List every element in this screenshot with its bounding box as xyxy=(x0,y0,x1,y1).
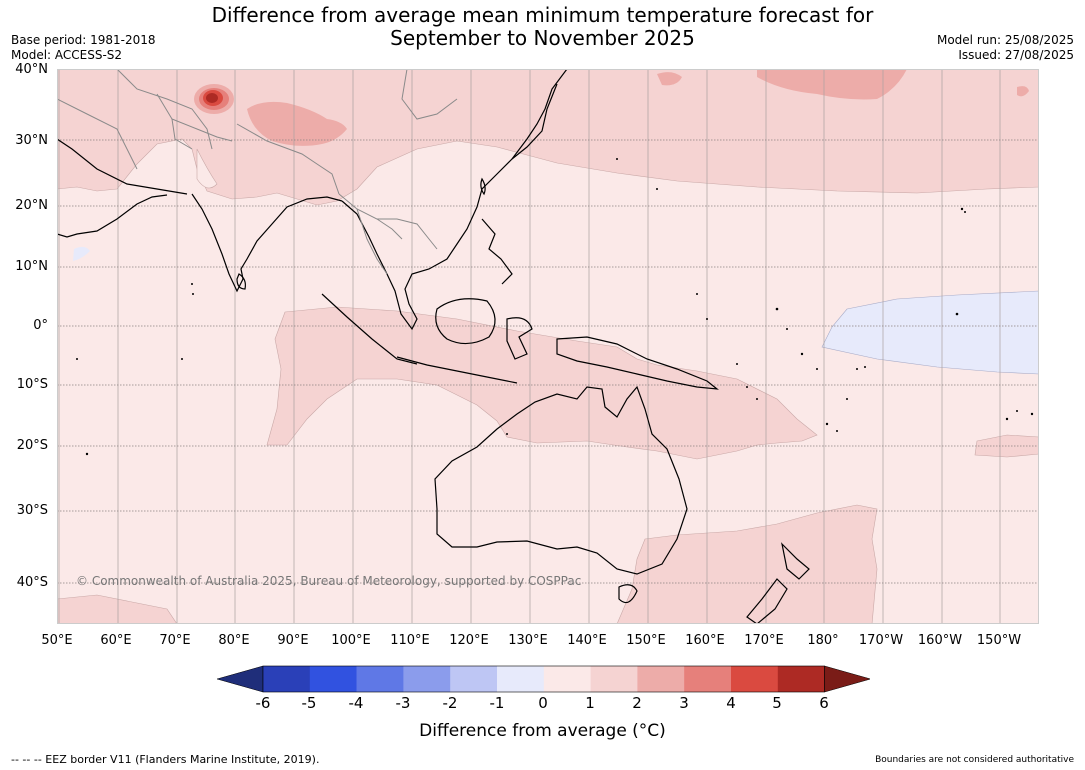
anomaly-small-cool-patch xyxy=(73,246,90,261)
lon-label-100e: 100°E xyxy=(331,633,371,648)
forecast-map xyxy=(57,69,1039,624)
colorbar-cells xyxy=(216,665,870,693)
lon-label-130e: 130°E xyxy=(508,633,548,648)
colorbar-extend-low xyxy=(216,665,264,693)
colorbar-tick: -1 xyxy=(489,694,505,712)
colorbar-cell xyxy=(731,666,779,692)
lat-label-30s: 30°S xyxy=(16,503,48,518)
anomaly-1-2-regions xyxy=(57,69,1039,624)
colorbar-extend-high xyxy=(824,665,870,693)
colorbar-outline xyxy=(262,665,825,693)
gridlines xyxy=(57,69,1039,624)
colorbar-tick: -5 xyxy=(301,694,317,712)
lon-label-180: 180° xyxy=(807,633,839,648)
colorbar-cell xyxy=(543,666,591,692)
colorbar-tick: 2 xyxy=(632,694,642,712)
lon-label-70e: 70°E xyxy=(159,633,191,648)
boundaries-disclaimer: Boundaries are not considered authoritat… xyxy=(875,755,1074,765)
title-line-2: September to November 2025 xyxy=(390,26,695,50)
pacific-islands xyxy=(76,158,1034,456)
lon-label-120e: 120°E xyxy=(449,633,489,648)
colorbar-cell xyxy=(777,666,825,692)
colorbar-tick: 3 xyxy=(679,694,689,712)
meta-right: Model run: 25/08/2025 Issued: 27/08/2025 xyxy=(937,33,1074,63)
lat-label-40s: 40°S xyxy=(16,575,48,590)
lon-label-170w: 170°W xyxy=(858,633,904,648)
colorbar-cell xyxy=(263,666,311,692)
lon-label-50e: 50°E xyxy=(41,633,73,648)
model-run: Model run: 25/08/2025 xyxy=(936,33,1074,47)
colorbar-tick: 5 xyxy=(772,694,782,712)
lon-label-170e: 170°E xyxy=(744,633,784,648)
colorbar-tick: -4 xyxy=(348,694,364,712)
anomaly-2-3-regions xyxy=(247,69,1029,146)
lon-label-60e: 60°E xyxy=(100,633,132,648)
colorbar-cell xyxy=(637,666,685,692)
meta-left: Base period: 1981-2018 Model: ACCESS-S2 xyxy=(11,33,156,63)
colorbar-cell xyxy=(356,666,404,692)
colorbar-cell xyxy=(309,666,357,692)
colorbar xyxy=(216,665,870,693)
colorbar-cell xyxy=(684,666,732,692)
colorbar-tick: -2 xyxy=(442,694,458,712)
issued-date: Issued: 27/08/2025 xyxy=(958,48,1074,62)
map-frame xyxy=(57,69,1039,624)
lon-label-150w: 150°W xyxy=(976,633,1022,648)
lat-label-20s: 20°S xyxy=(16,438,48,453)
colorbar-tick: 1 xyxy=(585,694,595,712)
lon-label-160e: 160°E xyxy=(685,633,725,648)
colorbar-tick: -3 xyxy=(395,694,411,712)
lat-label-10s: 10°S xyxy=(16,377,48,392)
lon-label-140e: 140°E xyxy=(567,633,607,648)
copyright-notice: © Commonwealth of Australia 2025, Bureau… xyxy=(76,574,582,588)
base-period: Base period: 1981-2018 xyxy=(11,33,156,47)
map-title: Difference from average mean minimum tem… xyxy=(0,4,1085,50)
lat-label-40n: 40°N xyxy=(15,62,48,77)
lon-label-80e: 80°E xyxy=(218,633,250,648)
lon-label-160w: 160°W xyxy=(917,633,963,648)
colorbar-title: Difference from average (°C) xyxy=(419,721,666,741)
lon-label-150e: 150°E xyxy=(626,633,666,648)
lon-label-90e: 90°E xyxy=(277,633,309,648)
colorbar-cell xyxy=(403,666,451,692)
colorbar-cell xyxy=(497,666,545,692)
lat-label-10n: 10°N xyxy=(15,259,48,274)
anomaly-minus1-0-region xyxy=(821,290,1039,375)
model-name: Model: ACCESS-S2 xyxy=(11,48,123,62)
country-borders xyxy=(57,69,458,275)
title-line-1: Difference from average mean minimum tem… xyxy=(211,3,874,27)
colorbar-tick: 4 xyxy=(726,694,736,712)
lon-label-110e: 110°E xyxy=(390,633,430,648)
colorbar-tick: -6 xyxy=(255,694,271,712)
anomaly-hotspot xyxy=(194,84,234,114)
colorbar-cell xyxy=(450,666,498,692)
colorbar-tick: 6 xyxy=(819,694,829,712)
eez-legend-note: -- -- -- EEZ border V11 (Flanders Marine… xyxy=(11,753,320,766)
colorbar-tick: 0 xyxy=(538,694,548,712)
lat-label-20n: 20°N xyxy=(15,198,48,213)
colorbar-cell xyxy=(590,666,638,692)
lat-label-30n: 30°N xyxy=(15,133,48,148)
lat-label-0: 0° xyxy=(33,318,48,333)
